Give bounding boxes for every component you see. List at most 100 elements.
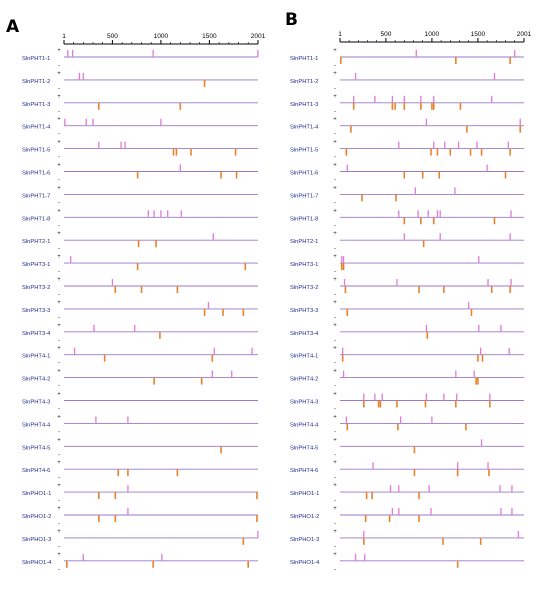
gene-name: SlnPHT1-5 — [290, 148, 318, 154]
minus-strand-symbol: - — [334, 269, 336, 275]
minus-strand-symbol: - — [58, 521, 60, 527]
gene-name: SlnPHT1-2 — [22, 79, 50, 85]
plus-strand-symbol: + — [57, 185, 61, 191]
gene-row: SlnPHO1-2 + - — [22, 506, 258, 527]
minus-strand-symbol: - — [334, 452, 336, 458]
plus-strand-symbol: + — [333, 346, 337, 352]
plus-strand-symbol: + — [333, 323, 337, 329]
gene-row: SlnPHT1-5 + - — [290, 140, 524, 161]
gene-name: SlnPHT4-1 — [22, 354, 50, 360]
minus-strand-symbol: - — [58, 86, 60, 92]
minus-strand-symbol: - — [334, 200, 336, 206]
gene-name: SlnPHT4-6 — [22, 468, 50, 474]
plus-strand-symbol: + — [333, 529, 337, 535]
gene-name: SlnPHT3-1 — [290, 262, 318, 268]
plus-strand-symbol: + — [333, 552, 337, 558]
plus-strand-symbol: + — [57, 231, 61, 237]
plus-strand-symbol: + — [57, 437, 61, 443]
gene-row: SlnPHT3-2 + - — [290, 277, 524, 298]
gene-row: SlnPHT1-7 + - — [290, 185, 524, 206]
axis-tick-label: 500 — [107, 33, 118, 40]
gene-row: SlnPHT4-2 + - — [290, 369, 524, 390]
plus-strand-symbol: + — [333, 48, 337, 54]
minus-strand-symbol: - — [58, 498, 60, 504]
gene-row: SlnPHT1-8 + - — [290, 208, 524, 229]
gene-row: SlnPHT1-8 + - — [22, 208, 258, 229]
gene-name: SlnPHT4-5 — [22, 445, 50, 451]
gene-name: SlnPHT1-6 — [290, 171, 318, 177]
plus-strand-symbol: + — [57, 71, 61, 77]
minus-strand-symbol: - — [58, 361, 60, 367]
plus-strand-symbol: + — [333, 117, 337, 123]
gene-row: SlnPHT4-6 + - — [290, 460, 524, 481]
minus-strand-symbol: - — [334, 155, 336, 161]
minus-strand-symbol: - — [334, 292, 336, 298]
plus-strand-symbol: + — [333, 94, 337, 100]
plus-strand-symbol: + — [57, 392, 61, 398]
minus-strand-symbol: - — [58, 109, 60, 115]
plus-strand-symbol: + — [333, 231, 337, 237]
plus-strand-symbol: + — [333, 71, 337, 77]
minus-strand-symbol: - — [58, 178, 60, 184]
gene-row: SlnPHT4-5 + - — [22, 437, 258, 458]
axis-tick-label: 2001 — [251, 33, 266, 40]
plus-strand-symbol: + — [57, 140, 61, 146]
gene-row: SlnPHT3-4 + - — [22, 323, 258, 344]
gene-name: SlnPHT1-5 — [22, 148, 50, 154]
gene-row: SlnPHT4-5 + - — [290, 437, 524, 458]
gene-row: SlnPHT4-4 + - — [22, 414, 258, 435]
gene-row: SlnPHT3-4 + - — [290, 323, 524, 344]
gene-name: SlnPHT4-3 — [22, 400, 50, 406]
gene-row: SlnPHT4-3 + - — [22, 392, 258, 413]
panel-label: B — [285, 10, 298, 30]
plus-strand-symbol: + — [57, 208, 61, 214]
gene-name: SlnPHT4-5 — [290, 445, 318, 451]
axis-tick-label: 1 — [338, 31, 342, 38]
gene-name: SlnPHO1-1 — [290, 491, 319, 497]
gene-name: SlnPHT1-4 — [22, 125, 51, 131]
gene-row: SlnPHO1-4 + - — [290, 552, 524, 573]
plus-strand-symbol: + — [333, 414, 337, 420]
gene-name: SlnPHT1-2 — [290, 79, 318, 85]
axis-tick-label: 1500 — [202, 33, 217, 40]
plus-strand-symbol: + — [333, 140, 337, 146]
plus-strand-symbol: + — [333, 185, 337, 191]
plus-strand-symbol: + — [57, 163, 61, 169]
minus-strand-symbol: - — [58, 452, 60, 458]
minus-strand-symbol: - — [58, 475, 60, 481]
gene-name: SlnPHO1-2 — [290, 514, 319, 520]
minus-strand-symbol: - — [58, 63, 60, 69]
plus-strand-symbol: + — [57, 506, 61, 512]
minus-strand-symbol: - — [334, 223, 336, 229]
minus-strand-symbol: - — [58, 338, 60, 344]
gene-row: SlnPHT1-2 + - — [290, 71, 524, 92]
gene-name: SlnPHT4-4 — [290, 422, 319, 428]
gene-row: SlnPHT2-1 + - — [22, 231, 258, 252]
minus-strand-symbol: - — [334, 63, 336, 69]
gene-row: SlnPHO1-4 + - — [22, 552, 258, 573]
plus-strand-symbol: + — [333, 392, 337, 398]
axis-tick-label: 2001 — [517, 31, 532, 38]
gene-name: SlnPHT2-1 — [290, 239, 318, 245]
minus-strand-symbol: - — [58, 132, 60, 138]
minus-strand-symbol: - — [334, 338, 336, 344]
plus-strand-symbol: + — [333, 460, 337, 466]
minus-strand-symbol: - — [334, 246, 336, 252]
gene-row: SlnPHT3-1 + - — [22, 254, 258, 275]
gene-name: SlnPHO1-4 — [22, 560, 52, 566]
minus-strand-symbol: - — [58, 292, 60, 298]
gene-row: SlnPHT1-5 + - — [22, 140, 258, 161]
plus-strand-symbol: + — [57, 552, 61, 558]
gene-row: SlnPHT2-1 + - — [290, 231, 524, 252]
gene-name: SlnPHT1-8 — [290, 216, 318, 222]
gene-row: SlnPHT4-3 + - — [290, 392, 524, 413]
axis-tick-label: 500 — [380, 31, 391, 38]
gene-name: SlnPHT1-3 — [22, 102, 50, 108]
gene-name: SlnPHT2-1 — [22, 239, 50, 245]
gene-row: SlnPHO1-1 + - — [22, 483, 258, 504]
gene-row: SlnPHT1-1 + - — [290, 48, 524, 69]
axis-tick-label: 1000 — [154, 33, 169, 40]
plus-strand-symbol: + — [57, 254, 61, 260]
gene-name: SlnPHT3-2 — [290, 285, 318, 291]
gene-name: SlnPHO1-1 — [22, 491, 51, 497]
